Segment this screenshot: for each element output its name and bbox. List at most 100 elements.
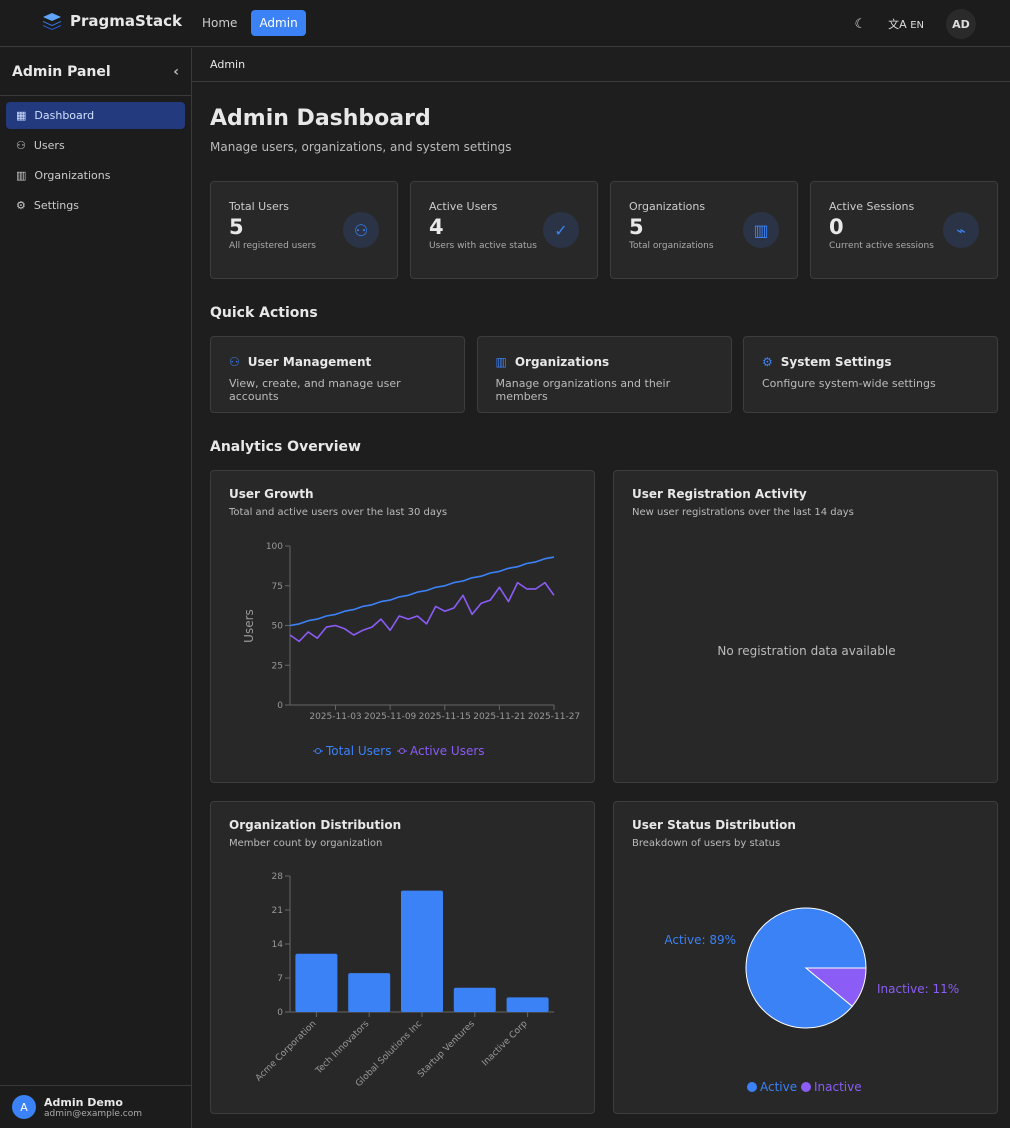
sidebar-title: Admin Panel — [12, 64, 111, 80]
layers-icon — [43, 13, 61, 30]
collapse-chevron-icon[interactable]: ‹ — [173, 64, 179, 80]
x-tick-label: Startup Ventures — [416, 1019, 477, 1080]
y-axis-label: Users — [242, 609, 256, 643]
building-icon: ▥ — [495, 355, 507, 369]
top-header: PragmaStack Home Admin ☾ 文A EN AD — [0, 0, 1010, 47]
sidebar-item-dashboard[interactable]: ▦ Dashboard — [6, 102, 185, 129]
activity-icon: ⌁ — [943, 212, 979, 248]
user-avatar-small: A — [12, 1095, 36, 1119]
stat-desc: Users with active status — [429, 241, 537, 251]
registration-card: User Registration Activity New user regi… — [613, 470, 998, 783]
dashboard-icon: ▦ — [16, 109, 27, 122]
y-tick-label: 28 — [272, 872, 284, 882]
user-growth-chart: 0 25 50 75 100 2025-11-03 2025-11-09 2025-11-15… — [242, 542, 580, 758]
stat-value: 0 — [829, 215, 844, 239]
stat-label: Total Users — [229, 200, 289, 213]
theme-toggle-moon-icon[interactable]: ☾ — [854, 16, 867, 32]
y-tick-label: 21 — [272, 906, 283, 916]
card-desc: New user registrations over the last 14 … — [632, 507, 854, 518]
legend-label: Active Users — [410, 744, 485, 758]
user-check-icon: ✓ — [543, 212, 579, 248]
series-line-0 — [289, 556, 555, 627]
pie-label: Active: 89% — [664, 933, 736, 947]
analytics-heading: Analytics Overview — [210, 439, 361, 455]
card-title: User Growth — [229, 487, 314, 501]
bar-0 — [295, 953, 338, 1012]
y-tick-label: 25 — [272, 661, 283, 671]
x-tick-label: 2025-11-09 — [364, 712, 417, 722]
x-tick-label: Acme Corporation — [254, 1019, 319, 1084]
org-distribution-card: Organization Distribution Member count b… — [210, 801, 595, 1114]
sidebar-item-users[interactable]: ⚇ Users — [16, 139, 65, 152]
sidebar-user[interactable]: A Admin Demo admin@example.com — [0, 1085, 191, 1128]
bar-2 — [401, 890, 443, 1012]
building-icon: ▥ — [16, 169, 27, 182]
card-title: User Registration Activity — [632, 487, 807, 501]
legend-label: Inactive — [814, 1080, 862, 1094]
sidebar: Admin Panel ‹ ▦ Dashboard ⚇ Users ▥ Organiza… — [0, 48, 192, 1128]
card-title: Organization Distribution — [229, 818, 402, 832]
stat-label: Organizations — [629, 200, 706, 213]
stat-card: Total Users 5 All registered users ⚇ — [210, 181, 398, 279]
card-title: User Status Distribution — [632, 818, 796, 832]
y-tick-label: 7 — [277, 974, 283, 984]
x-tick-label: 2025-11-15 — [419, 712, 471, 722]
legend-marker — [801, 1082, 811, 1092]
pie-label: Inactive: 11% — [877, 982, 959, 996]
user-name: Admin Demo — [44, 1095, 123, 1109]
user-growth-card: User Growth Total and active users over … — [210, 470, 595, 783]
y-tick-label: 0 — [277, 701, 283, 711]
quick-action-card[interactable]: ▥ Organizations Manage organizations and … — [476, 336, 732, 413]
nav-admin[interactable]: Admin — [251, 10, 306, 36]
stat-desc: All registered users — [229, 241, 316, 251]
stat-desc: Total organizations — [629, 241, 714, 251]
quick-action-desc: View, create, and manage user accounts — [229, 377, 401, 403]
quick-action-card[interactable]: ⚙ System Settings Configure system-wide s… — [743, 336, 998, 413]
users-icon: ⚇ — [229, 355, 240, 369]
stat-card: Active Sessions 0 Current active session… — [810, 181, 998, 279]
quick-actions-heading: Quick Actions — [210, 305, 318, 321]
x-tick-label: 2025-11-27 — [528, 712, 580, 722]
page-title: Admin Dashboard — [210, 106, 431, 131]
stat-label: Active Users — [429, 200, 498, 213]
y-tick-label: 50 — [272, 622, 284, 632]
gear-icon: ⚙ — [762, 355, 773, 369]
page-subtitle: Manage users, organizations, and system … — [210, 140, 512, 154]
stat-label: Active Sessions — [829, 200, 915, 213]
stat-card: Organizations 5 Total organizations ▥ — [610, 181, 798, 279]
x-tick-label: 2025-11-21 — [473, 712, 525, 722]
language-button[interactable]: 文A EN — [888, 18, 924, 31]
building-icon: ▥ — [743, 212, 779, 248]
stat-card: Active Users 4 Users with active status … — [410, 181, 598, 279]
x-tick-label: Tech Innovators — [313, 1019, 371, 1077]
quick-action-desc: Manage organizations and their members — [495, 377, 671, 403]
users-icon: ⚇ — [16, 139, 26, 152]
stat-desc: Current active sessions — [829, 241, 934, 251]
stat-value: 4 — [429, 215, 444, 239]
y-tick-label: 100 — [266, 542, 283, 552]
nav-home[interactable]: Home — [202, 16, 238, 30]
brand-logo[interactable]: PragmaStack — [42, 12, 182, 30]
x-tick-label: Inactive Corp — [480, 1019, 530, 1069]
x-tick-label: 2025-11-03 — [309, 712, 361, 722]
translate-icon: 文A — [888, 18, 911, 31]
bar-4 — [506, 997, 549, 1012]
gear-icon: ⚙ — [16, 199, 26, 212]
series-line-1 — [289, 581, 555, 643]
status-pie-chart: Active: 89% Inactive: 11% Active Inactive — [664, 907, 959, 1094]
bar-3 — [453, 987, 496, 1012]
breadcrumb[interactable]: Admin — [192, 48, 1010, 82]
user-avatar[interactable]: AD — [946, 9, 976, 39]
legend-marker-dot — [315, 748, 321, 754]
y-tick-label: 75 — [272, 582, 283, 592]
user-email: admin@example.com — [44, 1108, 143, 1119]
bar-1 — [348, 973, 391, 1012]
status-distribution-card: User Status Distribution Breakdown of us… — [613, 801, 998, 1114]
quick-action-card[interactable]: ⚇ User Management View, create, and manag… — [210, 336, 465, 413]
legend-label: Active — [760, 1080, 797, 1094]
sidebar-item-organizations[interactable]: ▥ Organizations — [16, 169, 111, 182]
quick-action-desc: Configure system-wide settings — [762, 377, 936, 390]
sidebar-item-settings[interactable]: ⚙ Settings — [16, 199, 79, 212]
legend-label: Total Users — [325, 744, 391, 758]
legend-marker — [747, 1082, 757, 1092]
